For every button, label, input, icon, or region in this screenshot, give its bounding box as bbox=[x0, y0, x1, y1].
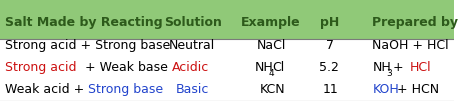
Text: HCl: HCl bbox=[410, 61, 432, 74]
Text: 4: 4 bbox=[269, 69, 274, 78]
Text: 7: 7 bbox=[326, 39, 334, 52]
Text: + Weak base: + Weak base bbox=[81, 61, 168, 74]
Text: Neutral: Neutral bbox=[169, 39, 215, 52]
Text: KCN: KCN bbox=[260, 83, 285, 96]
Text: Acidic: Acidic bbox=[172, 61, 210, 74]
Text: Strong base: Strong base bbox=[88, 83, 163, 96]
Text: Prepared by: Prepared by bbox=[373, 16, 458, 29]
Text: 3: 3 bbox=[386, 69, 392, 78]
Text: Salt Made by Reacting: Salt Made by Reacting bbox=[5, 16, 162, 29]
Text: NH: NH bbox=[255, 61, 273, 74]
Text: +: + bbox=[390, 61, 408, 74]
Text: 11: 11 bbox=[322, 83, 338, 96]
Text: Weak acid +: Weak acid + bbox=[5, 83, 88, 96]
Text: + HCN: + HCN bbox=[393, 83, 439, 96]
Text: Example: Example bbox=[240, 16, 300, 29]
Text: KOH: KOH bbox=[373, 83, 399, 96]
Bar bbox=[0, 0, 454, 39]
Text: 5.2: 5.2 bbox=[319, 61, 339, 74]
Text: NH: NH bbox=[373, 61, 391, 74]
Text: NaOH + HCl: NaOH + HCl bbox=[373, 39, 449, 52]
Text: NaCl: NaCl bbox=[256, 39, 286, 52]
Text: pH: pH bbox=[319, 16, 339, 29]
Text: Cl: Cl bbox=[272, 61, 284, 74]
Text: Solution: Solution bbox=[164, 16, 222, 29]
Text: Basic: Basic bbox=[176, 83, 209, 96]
Text: Strong acid: Strong acid bbox=[5, 61, 76, 74]
Text: Strong acid + Strong base: Strong acid + Strong base bbox=[5, 39, 170, 52]
